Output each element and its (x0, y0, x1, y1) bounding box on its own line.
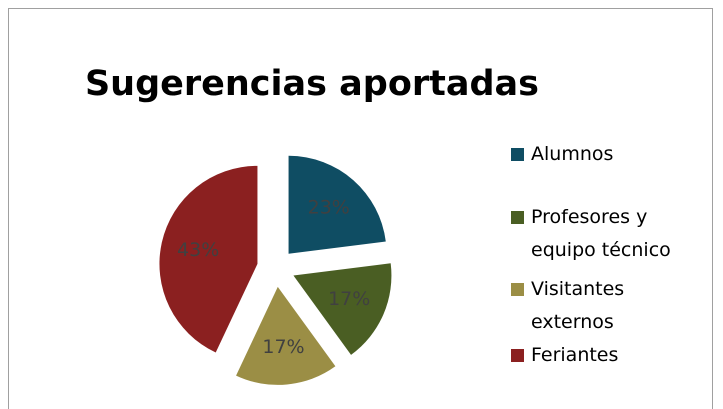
value-label: 43% (177, 239, 219, 261)
legend-item: Alumnos (511, 138, 691, 171)
legend-swatch (511, 148, 524, 161)
legend-swatch (511, 211, 524, 224)
pie-slice (236, 286, 336, 385)
legend-swatch (511, 283, 524, 296)
legend-label: Alumnos (531, 143, 614, 165)
pie-slice (293, 263, 392, 355)
value-label: 17% (262, 336, 304, 358)
pie-slice (288, 155, 386, 254)
chart-frame (8, 8, 713, 409)
legend-label: Profesores y equipo técnico (531, 206, 671, 261)
value-label: 17% (328, 288, 370, 310)
legend-label: Visitantes externos (531, 278, 625, 333)
chart-title: Sugerencias aportadas (85, 64, 539, 104)
pie-slice (159, 165, 258, 353)
legend-item: Profesores y equipo técnico (511, 201, 691, 267)
legend-label: Feriantes (531, 344, 619, 366)
legend-swatch (511, 349, 524, 362)
legend-item: Feriantes (511, 339, 691, 372)
legend-item: Visitantes externos (511, 273, 691, 339)
value-label: 23% (308, 197, 350, 219)
